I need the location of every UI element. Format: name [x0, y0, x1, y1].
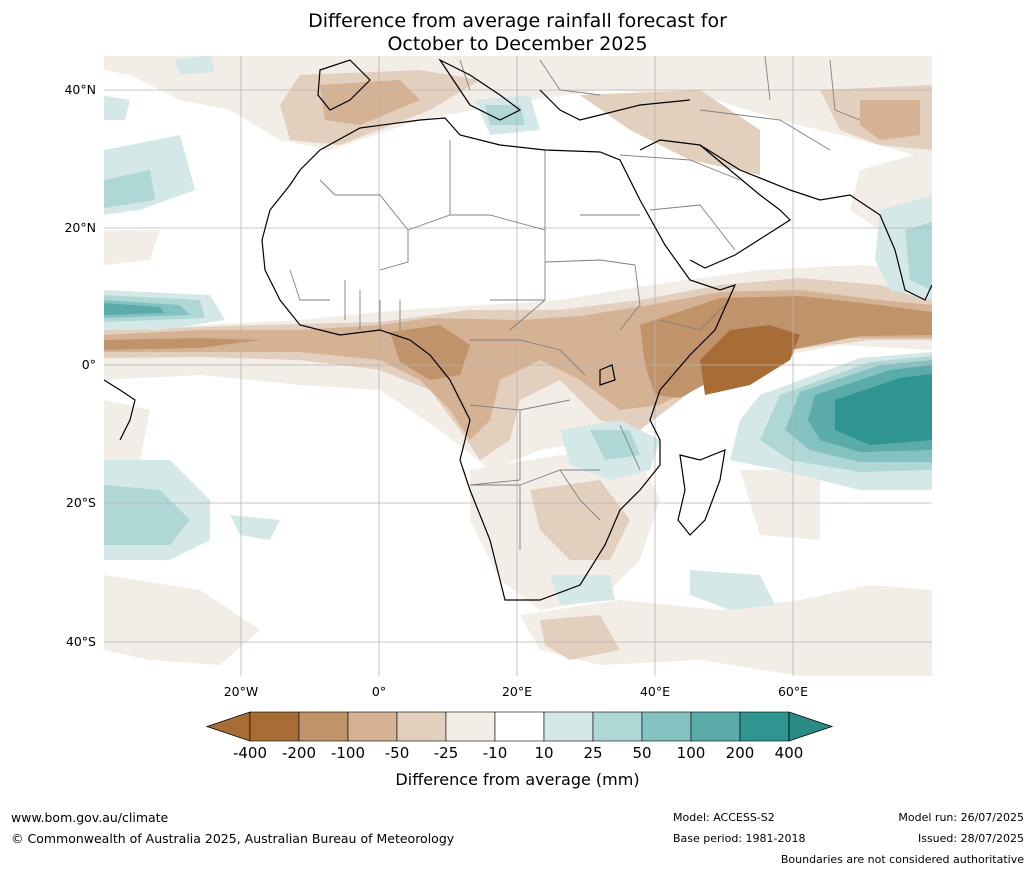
colorbar-label: Difference from average (mm) [395, 770, 640, 789]
footer-disclaimer: Boundaries are not considered authoritat… [780, 853, 1024, 866]
lon-label-20e: 20°E [501, 684, 533, 699]
colorbar-low-extend [205, 711, 251, 742]
colorbar-tick-label: 10 [534, 744, 554, 762]
colorbar-segment [298, 711, 349, 742]
lon-label-20w: 20°W [223, 684, 259, 699]
colorbar-segment [690, 711, 741, 742]
country-borders [289, 56, 861, 550]
colorbar-tick-label: -400 [232, 744, 268, 762]
map-title-line-2: October to December 2025 [387, 33, 648, 55]
anomaly-dry-extreme [700, 325, 800, 395]
anomaly-wet-extreme [835, 374, 932, 445]
colorbar-tick-label: 400 [774, 744, 804, 762]
colorbar-segment [739, 711, 790, 742]
lon-label-40e: 40°E [639, 684, 671, 699]
footer-copyright: © Commonwealth of Australia 2025, Austra… [11, 831, 455, 846]
map-plot-area [104, 56, 932, 676]
colorbar-segment [249, 711, 300, 742]
colorbar-tick-label: 25 [583, 744, 603, 762]
footer-model: Model: ACCESS-S2 [673, 811, 775, 824]
colorbar-tick-label: 200 [725, 744, 755, 762]
map-title-line-1: Difference from average rainfall forecas… [308, 10, 727, 32]
lat-label-40n: 40°N [64, 82, 96, 97]
colorbar-tick-label: -200 [281, 744, 317, 762]
footer-issued: Issued: 28/07/2025 [917, 832, 1024, 845]
footer-model-run: Model run: 26/07/2025 [898, 811, 1024, 824]
footer-base-period: Base period: 1981-2018 [673, 832, 806, 845]
lat-label-20s: 20°S [65, 495, 96, 510]
colorbar-segment [543, 711, 594, 742]
colorbar-tick-label: 100 [676, 744, 706, 762]
colorbar-tick-label: 50 [632, 744, 652, 762]
colorbar-segment [347, 711, 398, 742]
lon-label-0: 0° [371, 684, 387, 699]
colorbar-high-extend [788, 711, 834, 742]
colorbar-segment [396, 711, 447, 742]
colorbar-tick-label: -50 [384, 744, 410, 762]
colorbar-segment [445, 711, 496, 742]
map-title: Difference from average rainfall forecas… [26, 10, 1009, 56]
colorbar-segment [641, 711, 692, 742]
colorbar-tick-label: -100 [330, 744, 366, 762]
lon-label-60e: 60°E [777, 684, 809, 699]
colorbar [205, 711, 834, 742]
colorbar-segment [592, 711, 643, 742]
colorbar-segment [494, 711, 545, 742]
colorbar-tick-label: -10 [482, 744, 508, 762]
colorbar-tick-label: -25 [433, 744, 459, 762]
lat-label-40s: 40°S [65, 634, 96, 649]
lat-label-0: 0° [81, 357, 96, 372]
coastlines [104, 58, 932, 601]
footer-website: www.bom.gov.au/climate [11, 810, 169, 825]
graticule [104, 56, 932, 676]
lat-label-20n: 20°N [64, 220, 96, 235]
